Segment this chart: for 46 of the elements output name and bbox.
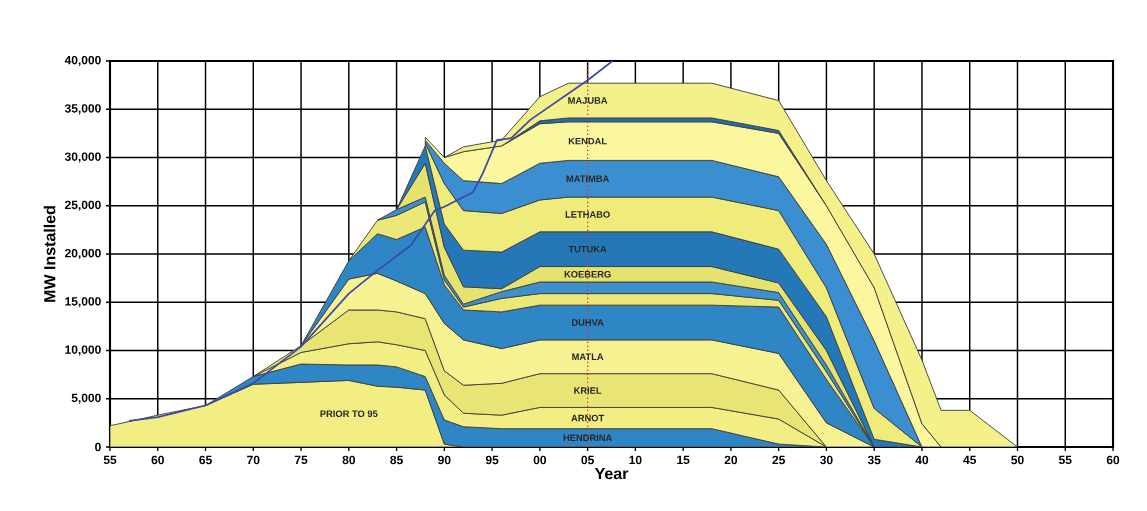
series-label: KRIEL — [574, 387, 602, 394]
series-label: HENDRINA — [563, 434, 612, 442]
y-tick-label: 20,000 — [65, 248, 101, 260]
x-tick-label: 10 — [629, 455, 642, 465]
x-tick-label: 25 — [772, 455, 785, 465]
series-label: ARNOT — [571, 414, 605, 422]
x-tick-label: 90 — [438, 455, 451, 465]
series-label: MAJUBA — [568, 97, 608, 104]
y-axis-title: MW Installed — [43, 206, 56, 302]
x-tick-label: 45 — [963, 455, 977, 465]
x-tick-label: 80 — [342, 455, 355, 465]
y-tick-label: 25,000 — [65, 200, 101, 211]
y-tick-label: 15,000 — [65, 297, 101, 308]
x-tick-label: 15 — [677, 455, 690, 465]
series-label: MATLA — [572, 353, 604, 360]
y-tick-label: 5,000 — [71, 393, 101, 404]
x-tick-label: 85 — [390, 455, 403, 465]
x-tick-label: 60 — [1106, 455, 1120, 465]
x-tick-label: 05 — [581, 455, 594, 465]
x-tick-label: 55 — [1058, 455, 1072, 465]
x-tick-label: 20 — [724, 455, 738, 465]
x-tick-label: 50 — [1011, 455, 1024, 465]
series-label: KOEBERG — [564, 270, 611, 278]
x-tick-label: 55 — [103, 455, 117, 465]
x-tick-label: 95 — [485, 455, 499, 465]
x-tick-label: 00 — [533, 455, 547, 465]
line-series — [128, 61, 614, 422]
x-tick-label: 60 — [151, 455, 164, 465]
series-label: KENDAL — [568, 137, 607, 145]
y-tick-label: 10,000 — [65, 345, 101, 356]
y-tick-label: 35,000 — [64, 104, 101, 115]
y-tick-label: 40,000 — [64, 55, 101, 67]
series-label: PRIOR TO 95 — [320, 410, 378, 417]
x-tick-label: 40 — [915, 455, 929, 465]
series-label: DUHVA — [572, 319, 604, 326]
y-tick-label: 30,000 — [64, 152, 101, 163]
x-tick-label: 35 — [867, 455, 881, 465]
x-tick-label: 75 — [294, 455, 308, 465]
x-axis-title: Year — [594, 468, 629, 480]
y-tick-label: 0 — [95, 442, 101, 452]
series-label: MATIMBA — [566, 175, 610, 182]
series-label: LETHABO — [565, 211, 610, 218]
x-tick-label: 65 — [199, 455, 212, 465]
x-tick-label: 70 — [247, 455, 260, 465]
series-label: TUTUKA — [568, 245, 607, 253]
x-tick-label: 30 — [820, 455, 833, 465]
